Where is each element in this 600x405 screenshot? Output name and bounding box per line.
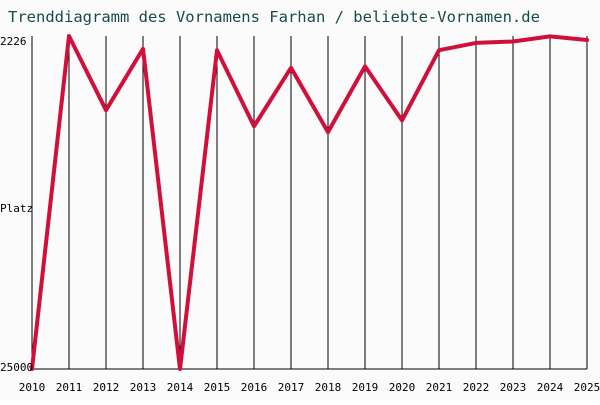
x-tick-2018: 2018: [315, 381, 342, 394]
x-tick-2020: 2020: [389, 381, 416, 394]
grid-lines: [31, 36, 588, 369]
x-tick-2010: 2010: [19, 381, 46, 394]
x-tick-2014: 2014: [167, 381, 194, 394]
x-tick-2023: 2023: [500, 381, 527, 394]
chart-title: Trenddiagramm des Vornamens Farhan / bel…: [8, 8, 540, 26]
x-tick-2024: 2024: [537, 381, 564, 394]
x-tick-2016: 2016: [241, 381, 268, 394]
x-tick-2019: 2019: [352, 381, 379, 394]
y-tick-labels: 2226 25000: [0, 35, 33, 374]
x-tick-2013: 2013: [130, 381, 157, 394]
y-axis-label: Platz: [0, 202, 33, 215]
x-tick-2011: 2011: [56, 381, 83, 394]
y-tick-top: 2226: [0, 35, 27, 48]
y-tick-bottom: 25000: [0, 361, 33, 374]
x-tick-2021: 2021: [426, 381, 453, 394]
x-tick-labels: 2010 2011 2012 2013 2014 2015 2016 2017 2018 2019…: [19, 381, 600, 394]
x-tick-2012: 2012: [93, 381, 120, 394]
series-layer: [30, 34, 589, 371]
series-line-0: [30, 34, 589, 371]
x-tick-2025: 2025: [574, 381, 600, 394]
x-tick-2017: 2017: [278, 381, 305, 394]
x-tick-2015: 2015: [204, 381, 231, 394]
x-tick-2022: 2022: [463, 381, 490, 394]
